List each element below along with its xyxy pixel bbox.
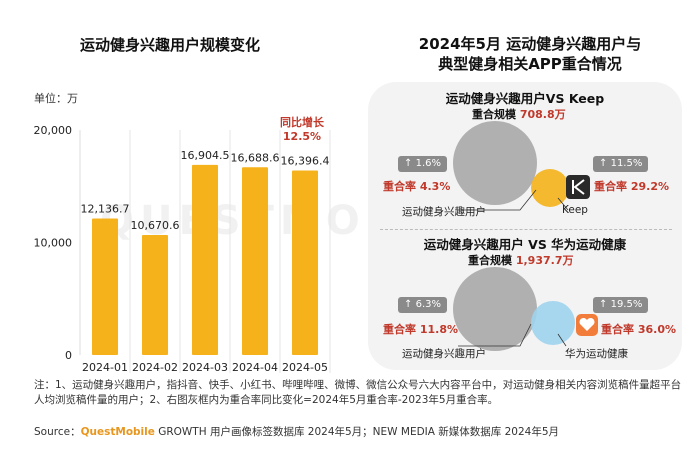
keep-left-change: 1.6% (415, 158, 441, 169)
bar-value-label: 10,670.6 (131, 219, 180, 232)
right-title-line1: 2024年5月 运动健身兴趣用户与 (418, 35, 642, 53)
bar-value-label: 12,136.7 (81, 202, 130, 215)
keep-venn-users-circle (453, 121, 537, 205)
keep-left-rate-label: 重合率 (383, 180, 416, 193)
huawei-right-leader (557, 333, 567, 347)
keep-overlap-scale: 重合规模 708.8万 (472, 106, 566, 122)
panel-divider (380, 229, 672, 230)
bar-value-label: 16,904.5 (181, 149, 230, 162)
huawei-venn (453, 267, 598, 351)
keep-right-change: 11.5% (610, 158, 643, 169)
keep-left-name: 运动健身兴趣用户 (402, 206, 486, 218)
keep-right-rate-value: 29.2% (630, 180, 670, 193)
huawei-scale-value: 1,937.7万 (515, 254, 574, 267)
x-tick-label: 2024-01 (82, 361, 128, 374)
huawei-overlap-scale: 重合规模 1,937.7万 (468, 252, 573, 268)
huawei-left-rate-value: 11.8% (419, 323, 459, 336)
huawei-right-change-badge: ↑ 19.5% (593, 297, 649, 313)
huawei-scale-label: 重合规模 (468, 254, 512, 267)
huawei-right-change: 19.5% (610, 299, 643, 310)
y-tick-label: 20,000 (34, 124, 73, 137)
keep-right-rate-label: 重合率 (594, 180, 627, 193)
huawei-left-leader (458, 323, 532, 347)
huawei-right-rate-value: 36.0% (637, 323, 677, 336)
keep-venn (453, 121, 590, 211)
right-title: 2024年5月 运动健身兴趣用户与 典型健身相关APP重合情况 (360, 34, 700, 74)
huawei-right-rate: 重合率 36.0% (601, 321, 676, 337)
up-arrow-icon: ↑ (599, 299, 608, 310)
huawei-right-name: 华为运动健康 (565, 348, 628, 360)
keep-venn-app-circle (531, 169, 569, 207)
right-title-line2: 典型健身相关APP重合情况 (438, 55, 622, 73)
keep-logo-icon (566, 175, 590, 199)
keep-scale-value: 708.8万 (519, 108, 566, 121)
up-arrow-icon: ↑ (599, 158, 608, 169)
keep-right-name: Keep (562, 204, 588, 216)
keep-left-leader (458, 189, 537, 211)
bar-value-label: 16,688.6 (231, 151, 280, 164)
keep-title: 运动健身兴趣用户VS Keep (445, 91, 605, 106)
huawei-left-rate-label: 重合率 (383, 323, 416, 336)
up-arrow-icon: ↑ (404, 299, 413, 310)
footnote: 注：1、运动健身兴趣用户，指抖音、快手、小红书、哔哩哔哩、微博、微信公众号六大内… (34, 379, 682, 406)
growth-annotation-label: 同比增长 (280, 116, 324, 129)
huawei-title: 运动健身兴趣用户 VS 华为运动健康 (423, 237, 627, 252)
y-tick-label: 0 (65, 349, 72, 362)
bar-2024-01 (92, 218, 118, 355)
chart-title: 运动健身兴趣用户规模变化 (79, 36, 260, 54)
huawei-venn-app-circle (531, 301, 575, 345)
x-tick-label: 2024-03 (182, 361, 228, 374)
x-tick-label: 2024-02 (132, 361, 178, 374)
bar-2024-02 (142, 234, 168, 355)
source-prefix: Source： (34, 426, 81, 438)
bar-chart: 0 10,000 20,000 12,136.7 2024-01 10,670.6 202… (34, 124, 331, 374)
heart-icon (579, 317, 595, 331)
source-line: Source：QuestMobile GROWTH 用户画像标签数据库 2024… (34, 424, 559, 439)
y-tick-label: 10,000 (34, 237, 73, 250)
unit-label: 单位：万 (34, 92, 78, 105)
keep-scale-label: 重合规模 (472, 108, 516, 121)
growth-annotation: 同比增长 12.5% (272, 116, 332, 144)
keep-left-rate-value: 4.3% (419, 180, 451, 193)
keep-right-leader (557, 197, 569, 211)
huawei-venn-users-circle (453, 267, 537, 351)
up-arrow-icon: ↑ (404, 158, 413, 169)
x-tick-label: 2024-04 (232, 361, 278, 374)
x-tick-label: 2024-05 (282, 361, 328, 374)
huawei-left-change: 6.3% (415, 299, 441, 310)
keep-left-rate: 重合率 4.3% (383, 178, 450, 194)
huawei-left-name: 运动健身兴趣用户 (402, 348, 486, 360)
huawei-left-change-badge: ↑ 6.3% (398, 297, 447, 313)
growth-annotation-value: 12.5% (282, 130, 322, 143)
source-rest: GROWTH 用户画像标签数据库 2024年5月；NEW MEDIA 新媒体数据… (154, 426, 560, 438)
bar-value-label: 16,396.4 (281, 155, 330, 168)
bar-2024-05 (292, 170, 318, 355)
bar-2024-03 (192, 164, 218, 355)
keep-right-rate: 重合率 29.2% (594, 178, 669, 194)
keep-logo-mark (572, 179, 585, 195)
source-brand: QuestMobile (80, 426, 155, 438)
huawei-right-rate-label: 重合率 (601, 323, 634, 336)
bar-2024-04 (242, 167, 268, 355)
keep-left-change-badge: ↑ 1.6% (398, 156, 447, 172)
huawei-left-rate: 重合率 11.8% (383, 321, 458, 337)
keep-right-change-badge: ↑ 11.5% (593, 156, 649, 172)
